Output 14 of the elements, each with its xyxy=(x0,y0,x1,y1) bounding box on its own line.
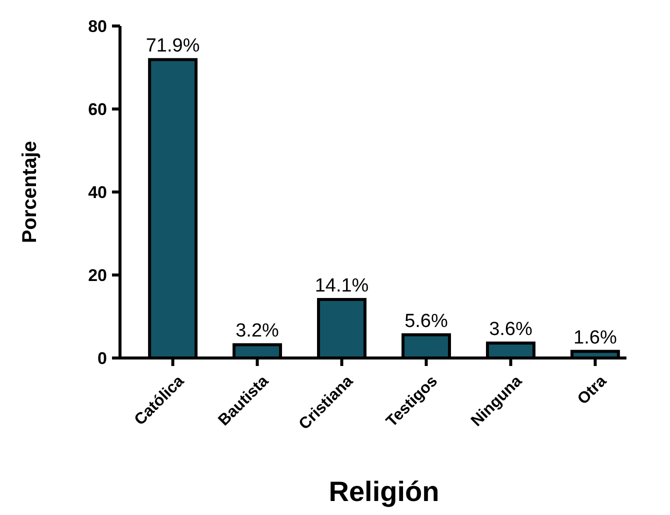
y-tick-label: 20 xyxy=(88,266,107,285)
x-tick-label: Otra xyxy=(574,372,610,408)
y-tick-label: 60 xyxy=(88,100,107,119)
data-label: 1.6% xyxy=(574,327,617,348)
y-axis-title: Porcentaje xyxy=(19,140,41,244)
data-label: 3.6% xyxy=(489,319,532,340)
data-label: 3.2% xyxy=(236,320,280,342)
data-label: 14.1% xyxy=(314,275,369,296)
x-axis-title: Religión xyxy=(328,476,440,507)
data-label: 71.9% xyxy=(146,36,200,57)
y-tick-label: 80 xyxy=(88,16,107,36)
y-tick-label: 40 xyxy=(88,182,107,202)
data-label: 5.6% xyxy=(404,310,448,332)
y-tick-label: 0 xyxy=(98,348,107,368)
